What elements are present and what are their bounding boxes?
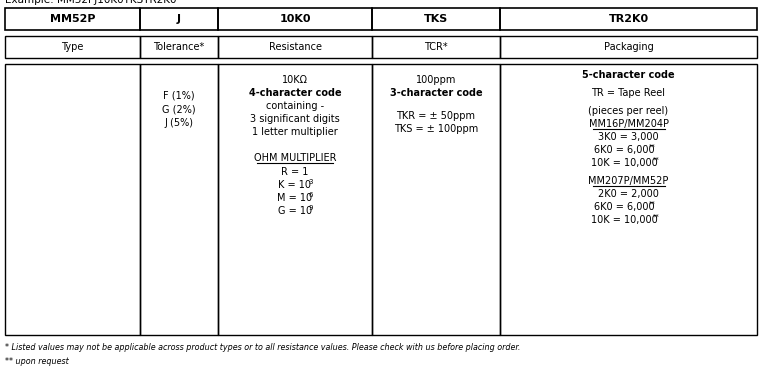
- Text: 10K0: 10K0: [279, 14, 311, 24]
- Text: Tolerance*: Tolerance*: [153, 42, 205, 52]
- Bar: [140, 64, 218, 335]
- Text: 3 significant digits: 3 significant digits: [250, 114, 340, 124]
- Text: 3: 3: [309, 179, 313, 185]
- Text: TKS: TKS: [424, 14, 448, 24]
- Bar: [500, 64, 757, 335]
- Text: Type: Type: [61, 42, 84, 52]
- Text: OHM MULTIPLIER: OHM MULTIPLIER: [254, 153, 336, 163]
- Text: 10K = 10,000: 10K = 10,000: [591, 215, 658, 225]
- Text: M = 10: M = 10: [277, 193, 312, 203]
- Text: containing -: containing -: [266, 101, 324, 111]
- Text: **: **: [649, 201, 656, 207]
- Text: MM52P: MM52P: [50, 14, 95, 24]
- Text: J (5%): J (5%): [165, 118, 194, 128]
- Text: 3K0 = 3,000: 3K0 = 3,000: [598, 132, 659, 142]
- Text: **: **: [653, 157, 660, 163]
- Text: ** upon request: ** upon request: [5, 358, 69, 366]
- Text: Packaging: Packaging: [604, 42, 653, 52]
- Text: 6K0 = 6,000: 6K0 = 6,000: [594, 145, 655, 155]
- Bar: [372, 64, 500, 335]
- Text: MM207P/MM52P: MM207P/MM52P: [588, 176, 669, 186]
- Text: TCR*: TCR*: [424, 42, 448, 52]
- Text: MM16P/MM204P: MM16P/MM204P: [588, 119, 668, 129]
- Bar: [500, 8, 757, 30]
- Text: TKR = ± 50ppm: TKR = ± 50ppm: [396, 111, 475, 121]
- Text: 100ppm: 100ppm: [416, 75, 456, 85]
- Bar: [372, 8, 500, 30]
- Bar: [5, 64, 140, 335]
- Text: 6: 6: [309, 192, 313, 198]
- Text: J: J: [177, 14, 181, 24]
- Text: 4-character code: 4-character code: [248, 88, 341, 98]
- Bar: [500, 36, 757, 58]
- Text: 1 letter multiplier: 1 letter multiplier: [252, 127, 338, 137]
- Text: 10KΩ: 10KΩ: [282, 75, 308, 85]
- Bar: [5, 8, 140, 30]
- Text: K = 10: K = 10: [278, 180, 312, 190]
- Text: **: **: [649, 144, 656, 150]
- Text: G (2%): G (2%): [162, 104, 196, 114]
- Bar: [218, 8, 372, 30]
- Bar: [372, 36, 500, 58]
- Text: 5-character code: 5-character code: [582, 70, 675, 80]
- Text: 6K0 = 6,000: 6K0 = 6,000: [594, 202, 655, 212]
- Text: 10K = 10,000: 10K = 10,000: [591, 158, 658, 168]
- Text: 2K0 = 2,000: 2K0 = 2,000: [598, 189, 659, 199]
- Text: TR2K0: TR2K0: [608, 14, 648, 24]
- Bar: [140, 36, 218, 58]
- Text: **: **: [653, 214, 660, 220]
- Text: 9: 9: [309, 205, 313, 211]
- Bar: [218, 36, 372, 58]
- Text: Resistance: Resistance: [268, 42, 322, 52]
- Bar: [218, 64, 372, 335]
- Text: F (1%): F (1%): [163, 90, 195, 100]
- Bar: [140, 8, 218, 30]
- Bar: [5, 36, 140, 58]
- Text: (pieces per reel): (pieces per reel): [588, 106, 668, 116]
- Text: TR = Tape Reel: TR = Tape Reel: [591, 88, 665, 98]
- Text: 3-character code: 3-character code: [389, 88, 482, 98]
- Text: R = 1: R = 1: [281, 167, 309, 177]
- Text: Example: MM52PJ10K0TKSTR2K0: Example: MM52PJ10K0TKSTR2K0: [5, 0, 177, 5]
- Text: * Listed values may not be applicable across product types or to all resistance : * Listed values may not be applicable ac…: [5, 344, 520, 353]
- Text: G = 10: G = 10: [278, 206, 312, 216]
- Text: TKS = ± 100ppm: TKS = ± 100ppm: [394, 124, 478, 134]
